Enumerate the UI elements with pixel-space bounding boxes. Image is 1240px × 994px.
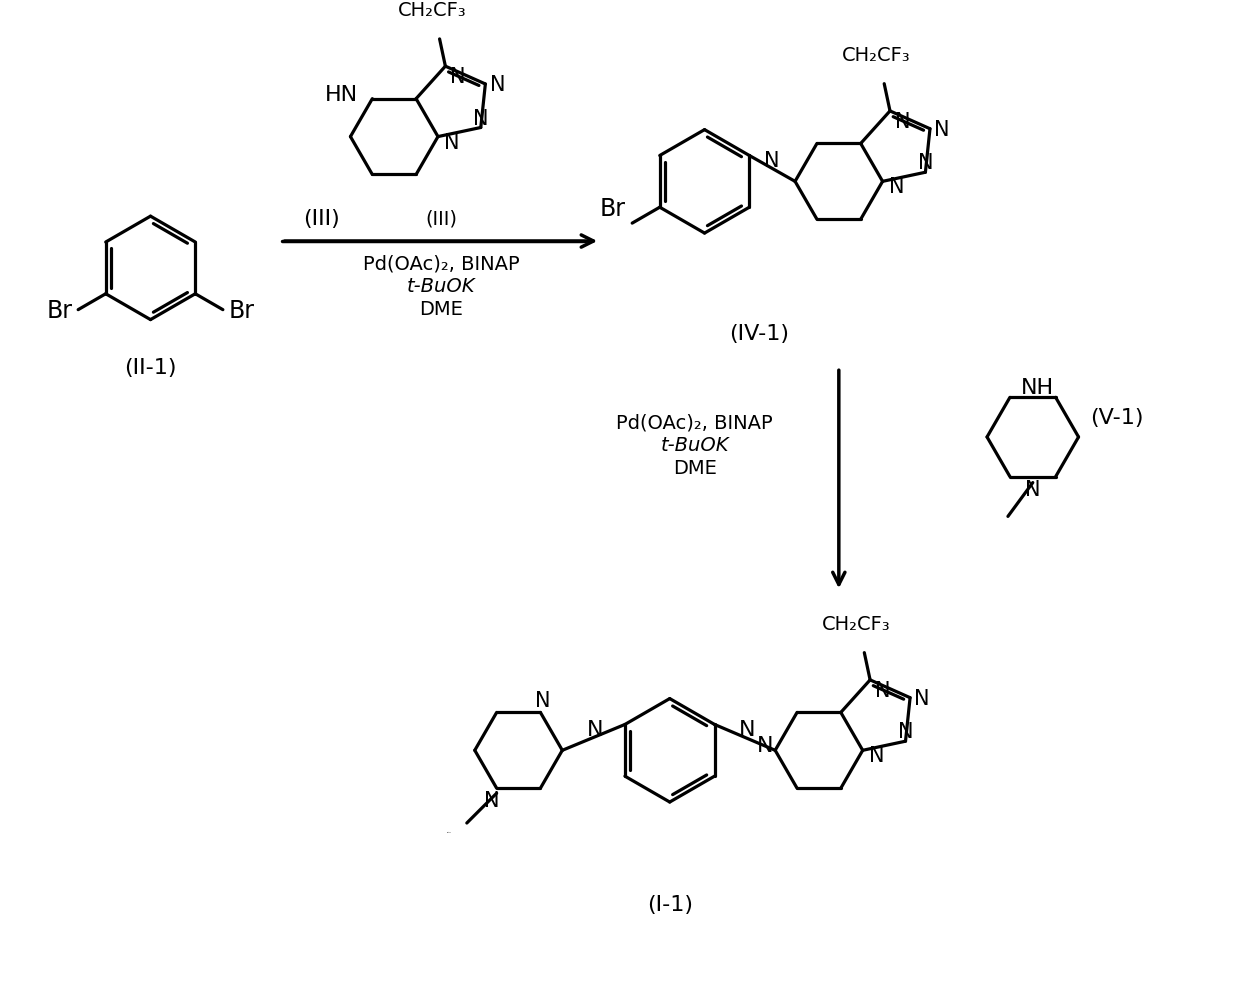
Text: Br: Br: [46, 299, 72, 323]
Text: N: N: [934, 119, 950, 139]
Text: DME: DME: [419, 300, 463, 319]
Text: N: N: [898, 722, 914, 742]
Text: N: N: [1025, 479, 1040, 499]
Text: DME: DME: [672, 459, 717, 478]
Text: Pd(OAc)₂, BINAP: Pd(OAc)₂, BINAP: [616, 414, 773, 432]
Text: t-BuOK: t-BuOK: [661, 436, 729, 455]
Text: (III): (III): [304, 209, 340, 229]
Text: N: N: [490, 75, 505, 94]
Text: t-BuOK: t-BuOK: [407, 277, 475, 296]
Text: N: N: [756, 736, 774, 755]
Text: N: N: [869, 746, 884, 765]
Text: Pd(OAc)₂, BINAP: Pd(OAc)₂, BINAP: [362, 254, 520, 273]
Text: (IV-1): (IV-1): [729, 323, 789, 343]
Text: N: N: [450, 67, 466, 87]
Text: N: N: [534, 691, 551, 711]
Text: methyl: methyl: [446, 831, 451, 832]
Text: N: N: [895, 111, 910, 132]
Text: Br: Br: [229, 299, 255, 323]
Text: N: N: [739, 720, 755, 740]
Text: N: N: [764, 151, 780, 171]
Text: CH₂CF₃: CH₂CF₃: [397, 1, 466, 20]
Text: (I-1): (I-1): [647, 895, 693, 914]
Text: (V-1): (V-1): [1091, 408, 1145, 427]
Text: (II-1): (II-1): [124, 358, 177, 378]
Text: N: N: [484, 790, 500, 810]
Text: N: N: [914, 688, 930, 708]
Text: CH₂CF₃: CH₂CF₃: [822, 614, 890, 633]
Text: N: N: [472, 108, 489, 128]
Text: Br: Br: [599, 197, 625, 221]
Text: (III): (III): [425, 210, 458, 229]
Text: NH: NH: [1022, 378, 1054, 398]
Text: CH₂CF₃: CH₂CF₃: [842, 46, 910, 65]
Text: N: N: [444, 132, 460, 152]
Text: N: N: [889, 177, 904, 197]
Text: N: N: [875, 680, 890, 700]
Text: N: N: [918, 153, 934, 173]
Text: HN: HN: [325, 84, 358, 104]
Text: N: N: [588, 720, 604, 740]
